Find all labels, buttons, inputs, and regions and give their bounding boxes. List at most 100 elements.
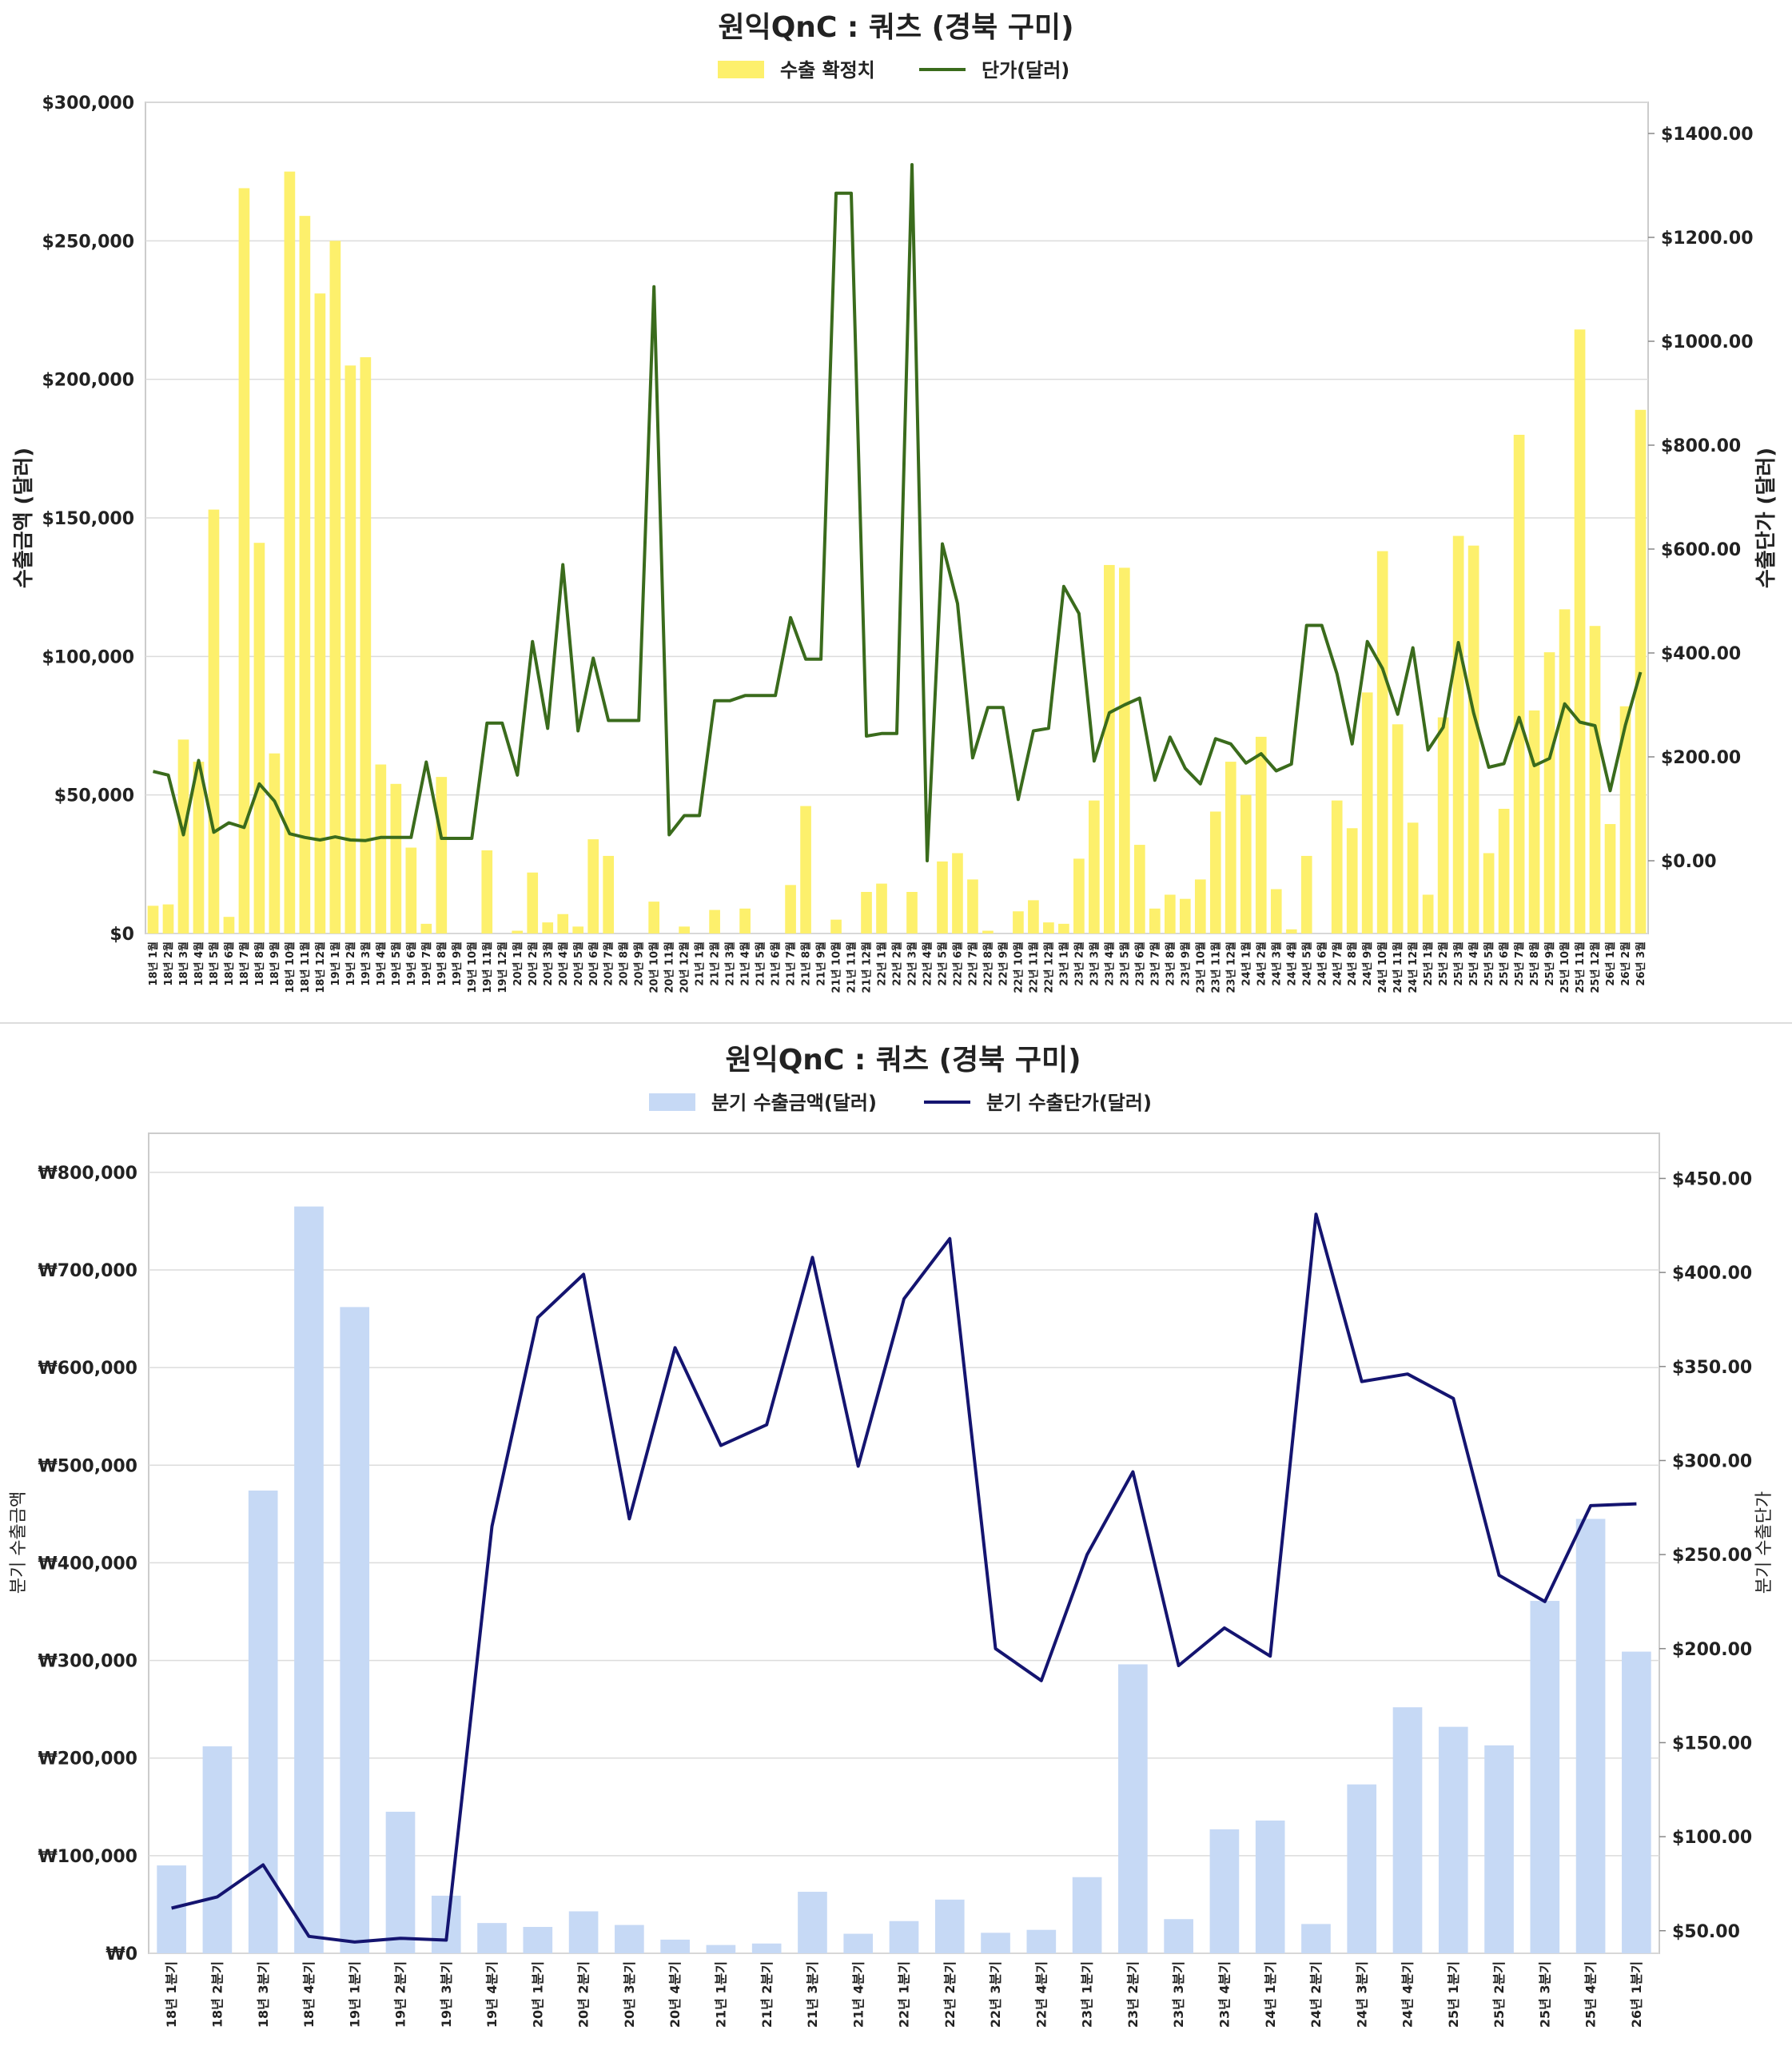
y-tick-left: $50,000 xyxy=(54,786,134,806)
bar xyxy=(572,926,584,933)
bar xyxy=(1119,567,1130,933)
y-tick-right: $400.00 xyxy=(1672,1264,1752,1284)
bar xyxy=(660,1939,690,1953)
x-tick-label: 21년 4분기 xyxy=(850,1961,866,2028)
x-tick-label: 19년 4분기 xyxy=(484,1961,500,2028)
x-tick-label: 24년 5월 xyxy=(1300,941,1313,986)
y-tick-left: $0 xyxy=(110,925,134,945)
y-tick-left: ₩200,000 xyxy=(38,1749,137,1769)
bar xyxy=(1300,855,1312,933)
bar xyxy=(934,1899,965,1953)
legend-label-bar: 수출 확정치 xyxy=(780,59,875,82)
bar xyxy=(162,904,174,933)
bar xyxy=(269,753,281,933)
x-tick-label: 25년 12월 xyxy=(1589,941,1602,993)
x-tick-label: 25년 4월 xyxy=(1467,941,1480,986)
x-tick-label: 25년 7월 xyxy=(1513,941,1526,986)
x-tick-label: 22년 8월 xyxy=(982,941,995,986)
legend-label-bar: 분기 수출금액(달러) xyxy=(711,1092,877,1114)
x-tick-label: 21년 1월 xyxy=(694,941,707,986)
x-tick-label: 24년 2월 xyxy=(1255,941,1268,986)
y-tick-left: ₩800,000 xyxy=(38,1164,137,1184)
bar xyxy=(603,855,615,933)
x-tick-label: 21년 3월 xyxy=(724,941,737,986)
x-tick-label: 21년 6월 xyxy=(770,941,783,986)
bar xyxy=(1604,824,1616,933)
x-tick-label: 23년 3분기 xyxy=(1171,1961,1186,2028)
y-tick-left: ₩700,000 xyxy=(38,1261,137,1281)
x-tick-label: 19년 9월 xyxy=(451,941,464,986)
bar xyxy=(1270,889,1282,933)
x-tick-label: 25년 1월 xyxy=(1422,941,1435,986)
y-axis-left-label: 수출금액 (달러) xyxy=(12,448,36,588)
bar xyxy=(1043,922,1054,933)
bar xyxy=(1134,845,1145,933)
bar xyxy=(314,293,326,933)
x-tick-label: 21년 10월 xyxy=(830,941,843,993)
x-tick-label: 22년 7월 xyxy=(967,941,980,986)
bar xyxy=(1530,1601,1560,1953)
x-tick-label: 20년 3분기 xyxy=(622,1961,637,2028)
x-tick-label: 24년 3월 xyxy=(1270,941,1283,986)
legend: 수출 확정치 단가(달러) xyxy=(718,59,1069,82)
x-tick-label: 19년 5월 xyxy=(390,941,403,986)
y-tick-left: ₩100,000 xyxy=(38,1847,137,1867)
bar xyxy=(1422,894,1434,933)
x-tick-label: 25년 6월 xyxy=(1498,941,1511,986)
x-tick-label: 19년 7월 xyxy=(420,941,433,986)
bar xyxy=(937,861,948,933)
bar xyxy=(1225,762,1236,933)
x-tick-label: 19년 6월 xyxy=(405,941,418,986)
bar xyxy=(360,356,372,933)
x-tick-label: 24년 8월 xyxy=(1346,941,1359,986)
bar xyxy=(1437,717,1449,933)
legend-swatch-bar xyxy=(718,61,764,78)
bar xyxy=(706,1944,736,1953)
y-tick-right: $350.00 xyxy=(1672,1358,1752,1378)
x-tick-label: 25년 3월 xyxy=(1452,941,1465,986)
bar xyxy=(739,908,751,933)
y-axis-right: $50.00 $100.00 $150.00 $200.00 $250.00 $300.0… xyxy=(1659,1169,1752,1942)
legend-swatch-bar xyxy=(649,1093,695,1111)
y-axis-left: ₩0 ₩100,000 ₩200,000 ₩300,000 ₩400,000 ₩500,0… xyxy=(38,1164,137,1964)
x-tick-label: 19년 3분기 xyxy=(439,1961,454,2028)
x-tick-label: 25년 11월 xyxy=(1574,941,1587,993)
bar xyxy=(981,1933,1010,1953)
x-tick-label: 24년 12월 xyxy=(1407,941,1420,993)
x-tick-label: 22년 9월 xyxy=(998,941,1010,986)
x-tick-label: 25년 9월 xyxy=(1543,941,1556,986)
y-axis-left: $0 $50,000 $100,000 $150,000 $200,000 $250,00… xyxy=(42,94,134,945)
x-tick-label: 18년 4월 xyxy=(193,941,205,986)
x-tick-label: 26년 1분기 xyxy=(1629,1961,1644,2028)
y-tick-right: $300.00 xyxy=(1672,1451,1752,1471)
x-tick-label: 23년 2분기 xyxy=(1125,1961,1141,2028)
bar xyxy=(800,806,811,933)
x-tick-label: 23년 9월 xyxy=(1179,941,1192,986)
x-tick-label: 20년 2분기 xyxy=(576,1961,591,2028)
x-tick-label: 19년 10월 xyxy=(466,941,479,993)
x-tick-label: 21년 12월 xyxy=(861,941,874,993)
x-tick-label: 18년 4분기 xyxy=(301,1961,317,2028)
y-tick-left: $300,000 xyxy=(42,94,134,113)
x-tick-label: 21년 7월 xyxy=(785,941,798,986)
x-tick-label: 24년 7월 xyxy=(1331,941,1344,986)
x-tick-label: 18년 3분기 xyxy=(256,1961,271,2028)
bar xyxy=(202,1746,233,1953)
y-tick-right: $250.00 xyxy=(1672,1546,1752,1566)
bar xyxy=(299,216,311,934)
x-tick-label: 18년 1월 xyxy=(147,941,160,986)
y-axis-right-label: 수출단가 (달러) xyxy=(1754,448,1778,588)
bar xyxy=(1438,1726,1468,1953)
x-tick-label: 21년 11월 xyxy=(846,941,858,993)
bar xyxy=(481,850,493,933)
bar xyxy=(177,739,189,933)
x-tick-label: 20년 11월 xyxy=(663,941,676,993)
x-tick-label: 20년 5월 xyxy=(572,941,585,986)
x-tick-label: 24년 9월 xyxy=(1361,941,1374,986)
bar xyxy=(1028,900,1039,933)
bar xyxy=(1058,923,1069,933)
x-tick-label: 26년 3월 xyxy=(1635,941,1647,986)
bar xyxy=(375,764,387,933)
bar xyxy=(1483,853,1495,933)
y-tick-right: $800.00 xyxy=(1661,436,1741,456)
